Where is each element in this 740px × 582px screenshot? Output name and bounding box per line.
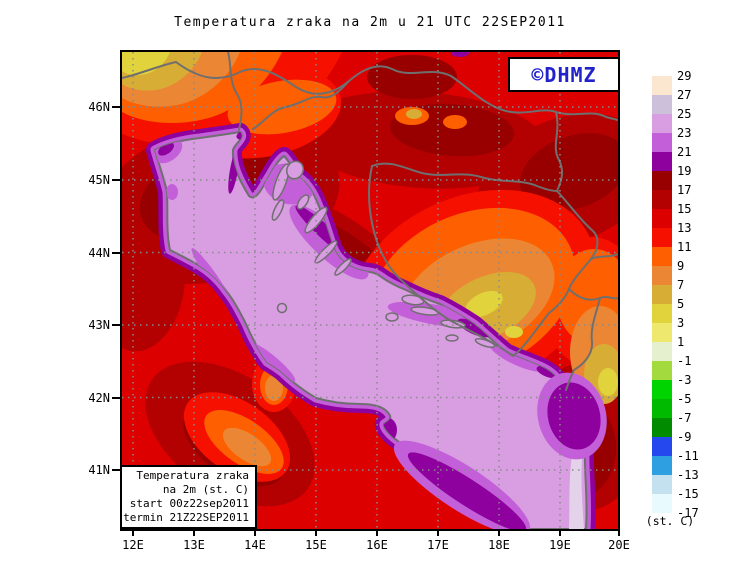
lon-tick [376,531,378,536]
colorbar-label: 23 [677,126,692,140]
colorbar-label: 25 [677,107,692,121]
colorbar-swatch [652,304,672,323]
lon-tick [315,531,317,536]
colorbar-swatch [652,76,672,95]
lat-label: 43N [88,318,110,332]
colorbar-label: 29 [677,69,692,83]
run-info-box: Temperatura zraka na 2m (st. C) start 00… [120,465,257,529]
colorbar-swatch [652,418,672,437]
lat-label: 45N [88,173,110,187]
lon-label: 16E [366,538,388,552]
lon-label: 13E [183,538,205,552]
lon-label: 19E [549,538,571,552]
lon-tick [559,531,561,536]
lon-tick [132,531,134,536]
colorbar-unit-label: (st. C) [645,514,695,528]
colorbar-label: 15 [677,202,692,216]
page-title: Temperatura zraka na 2m u 21 UTC 22SEP20… [174,15,566,30]
run-info-line: start 00z22sep2011 [129,497,249,510]
colorbar-label: -7 [677,411,692,425]
colorbar-label: 21 [677,145,692,159]
colorbar-swatch [652,361,672,380]
colorbar-label: -9 [677,430,692,444]
dhmz-logo: ©DHMZ [508,57,620,92]
colorbar-swatch [652,152,672,171]
colorbar-label: 13 [677,221,692,235]
colorbar-swatch [652,133,672,152]
colorbar-swatch [652,228,672,247]
colorbar-label: 1 [677,335,685,349]
colorbar-label: 19 [677,164,692,178]
colorbar-label: 11 [677,240,692,254]
lat-label: 41N [88,463,110,477]
colorbar-swatch [652,494,672,513]
colorbar-label: -1 [677,354,692,368]
temperature-field-svg [122,52,618,529]
lon-tick [618,531,620,536]
colorbar-swatch [652,475,672,494]
colorbar-swatch [652,171,672,190]
colorbar-swatch [652,95,672,114]
run-info-line: Temperatura zraka [136,469,249,482]
colorbar-label: -3 [677,373,692,387]
colorbar-label: -11 [677,449,699,463]
lon-tick [254,531,256,536]
colorbar-label: 17 [677,183,692,197]
colorbar-label: -17 [677,506,699,520]
lat-tick [112,469,120,471]
lat-tick [112,106,120,108]
map-panel [120,50,620,531]
run-info-line: na 2m (st. C) [162,483,249,496]
colorbar-swatch [652,190,672,209]
country-borders-layer [122,52,618,391]
lat-label: 46N [88,100,110,114]
colorbar-label: 5 [677,297,685,311]
colorbar-label: 27 [677,88,692,102]
lon-tick [437,531,439,536]
colorbar-swatch [652,437,672,456]
lon-label: 14E [244,538,266,552]
lon-label: 17E [427,538,449,552]
colorbar-swatch [652,285,672,304]
colorbar-label: -5 [677,392,692,406]
lon-label: 18E [488,538,510,552]
colorbar [652,76,672,513]
run-info-line: termin 21Z22SEP2011 [123,511,249,524]
colorbar-swatch [652,380,672,399]
lon-tick [498,531,500,536]
dhmz-logo-text: ©DHMZ [531,62,597,87]
colorbar-swatch [652,399,672,418]
colorbar-label: 7 [677,278,685,292]
lat-tick [112,251,120,254]
lat-tick [112,324,120,326]
lat-tick [112,179,120,181]
colorbar-swatch [652,247,672,266]
colorbar-swatch [652,456,672,475]
colorbar-swatch [652,342,672,361]
lon-label: 20E [608,538,630,552]
lat-label: 44N [88,245,110,260]
colorbar-swatch [652,266,672,285]
lon-tick [193,531,195,536]
colorbar-label: -13 [677,468,699,482]
colorbar-swatch [652,209,672,228]
colorbar-label: -15 [677,487,699,501]
lon-label: 15E [305,538,327,552]
lat-tick [112,396,120,399]
colorbar-label: 9 [677,259,685,273]
lon-label: 12E [122,538,144,552]
colorbar-swatch [652,114,672,133]
colorbar-label: 3 [677,316,685,330]
lat-label: 42N [88,390,110,405]
colorbar-swatch [652,323,672,342]
